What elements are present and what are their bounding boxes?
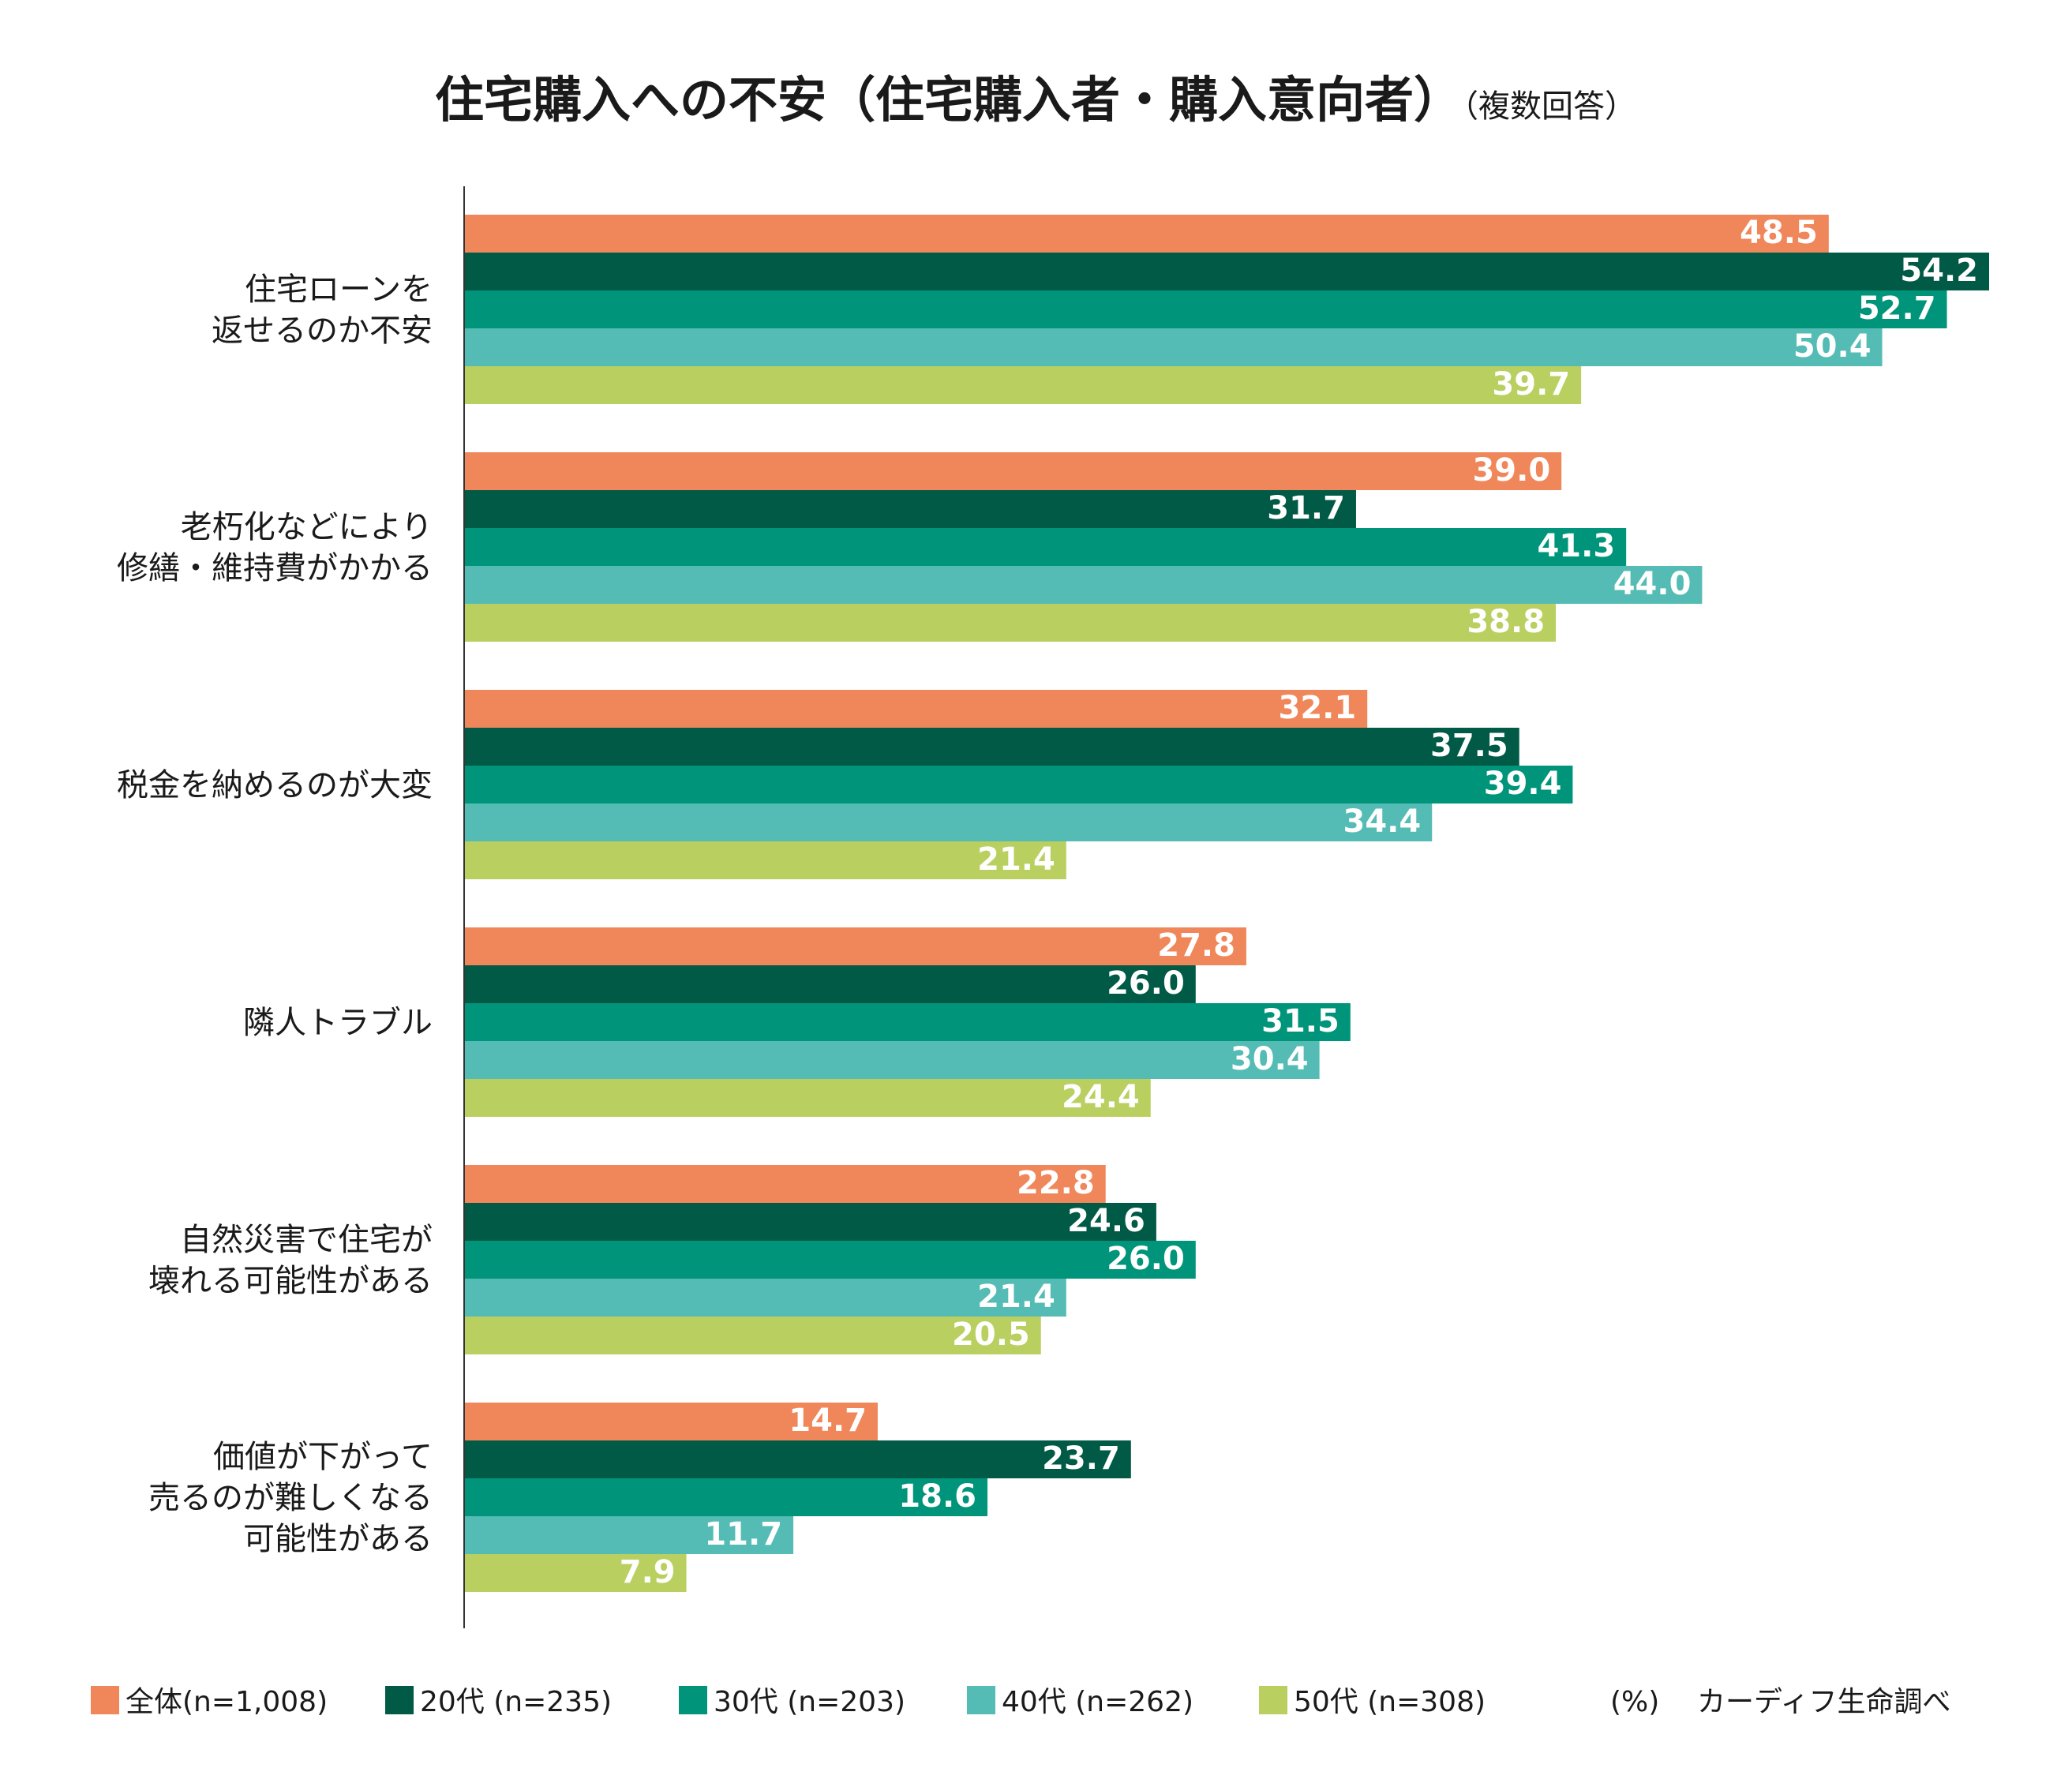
data-label: 44.0 xyxy=(1613,566,1692,602)
bar xyxy=(464,965,1196,1003)
bar xyxy=(464,215,1829,253)
bar xyxy=(464,290,1947,328)
data-label: 39.0 xyxy=(1472,452,1550,489)
data-label: 50.4 xyxy=(1793,328,1872,365)
bar xyxy=(464,528,1627,566)
legend-swatch xyxy=(679,1686,707,1714)
data-label: 27.8 xyxy=(1157,927,1235,964)
data-label: 31.7 xyxy=(1267,490,1345,526)
legend-label: 50代 (n=308) xyxy=(1294,1686,1486,1718)
bar xyxy=(464,490,1356,528)
category-label: 価値が下がって xyxy=(213,1439,433,1475)
category-label: 老朽化などにより xyxy=(181,509,433,545)
bar xyxy=(464,1079,1151,1117)
legend-label: 20代 (n=235) xyxy=(420,1686,612,1718)
data-label: 24.6 xyxy=(1067,1203,1145,1239)
unit-note: (%) xyxy=(1610,1686,1659,1718)
chart-title-main: 住宅購入への不安（住宅購入者・購入意向者） xyxy=(435,71,1463,129)
data-label: 31.5 xyxy=(1261,1003,1339,1039)
data-label: 21.4 xyxy=(977,1279,1055,1315)
bar xyxy=(464,1403,878,1440)
bar xyxy=(464,366,1582,404)
legend-label: 全体(n=1,008) xyxy=(126,1686,328,1718)
data-label: 26.0 xyxy=(1107,965,1185,1002)
bar xyxy=(464,1516,794,1554)
data-label: 22.8 xyxy=(1017,1165,1095,1201)
data-label: 26.0 xyxy=(1107,1241,1185,1277)
data-label: 37.5 xyxy=(1430,728,1508,764)
category-label: 可能性がある xyxy=(243,1521,433,1557)
category-label: 隣人トラブル xyxy=(243,1005,433,1041)
bar xyxy=(464,1440,1131,1478)
bar xyxy=(464,328,1883,366)
data-label: 14.7 xyxy=(789,1403,867,1439)
data-label: 52.7 xyxy=(1858,290,1936,327)
category-label: 税金を納めるのが大変 xyxy=(117,767,433,803)
legend-label: 30代 (n=203) xyxy=(714,1686,905,1718)
legend-swatch xyxy=(1259,1686,1287,1714)
bar xyxy=(464,1554,687,1592)
bar xyxy=(464,1203,1156,1241)
bar xyxy=(464,1317,1041,1354)
bar xyxy=(464,253,1989,290)
bar xyxy=(464,1165,1106,1203)
data-label: 21.4 xyxy=(977,841,1055,878)
source-note: カーディフ生命調べ xyxy=(1697,1686,1950,1718)
data-label: 48.5 xyxy=(1740,215,1818,251)
chart-title: 住宅購入への不安（住宅購入者・購入意向者）（複数回答） xyxy=(435,71,1636,129)
bar xyxy=(464,1241,1196,1279)
category-label: 返せるのか不安 xyxy=(212,313,433,349)
data-label: 7.9 xyxy=(620,1554,676,1590)
bar xyxy=(464,1003,1351,1041)
data-label: 18.6 xyxy=(898,1478,976,1515)
bar xyxy=(464,604,1557,642)
legend-label: 40代 (n=262) xyxy=(1002,1686,1193,1718)
category-label: 住宅ローンを xyxy=(245,272,433,308)
data-label: 39.4 xyxy=(1484,766,1562,802)
data-label: 32.1 xyxy=(1279,690,1357,726)
bar xyxy=(464,690,1368,728)
bar xyxy=(464,1041,1320,1079)
data-label: 24.4 xyxy=(1062,1079,1140,1115)
bar xyxy=(464,1279,1066,1317)
bar xyxy=(464,927,1246,965)
bar xyxy=(464,566,1703,604)
data-label: 39.7 xyxy=(1492,366,1570,403)
bar xyxy=(464,728,1519,766)
legend-swatch xyxy=(91,1686,119,1714)
data-label: 34.4 xyxy=(1343,803,1422,840)
category-label: 修繕・維持費がかかる xyxy=(117,550,433,586)
chart-subtitle: （複数回答） xyxy=(1463,88,1636,125)
category-label: 壊れる可能性がある xyxy=(148,1263,433,1299)
data-label: 38.8 xyxy=(1467,604,1545,640)
bar xyxy=(464,766,1573,803)
category-label: 自然災害で住宅が xyxy=(180,1222,433,1258)
data-label: 11.7 xyxy=(704,1516,782,1553)
data-label: 41.3 xyxy=(1537,528,1615,564)
legend-swatch xyxy=(967,1686,995,1714)
data-label: 23.7 xyxy=(1042,1440,1120,1477)
data-label: 30.4 xyxy=(1231,1041,1309,1077)
category-label: 売るのが難しくなる xyxy=(148,1480,433,1516)
data-label: 54.2 xyxy=(1900,253,1978,289)
bar xyxy=(464,803,1433,841)
bar xyxy=(464,452,1562,490)
bar xyxy=(464,841,1066,879)
legend-swatch xyxy=(385,1686,414,1714)
bar xyxy=(464,1478,988,1516)
data-label: 20.5 xyxy=(952,1317,1030,1353)
